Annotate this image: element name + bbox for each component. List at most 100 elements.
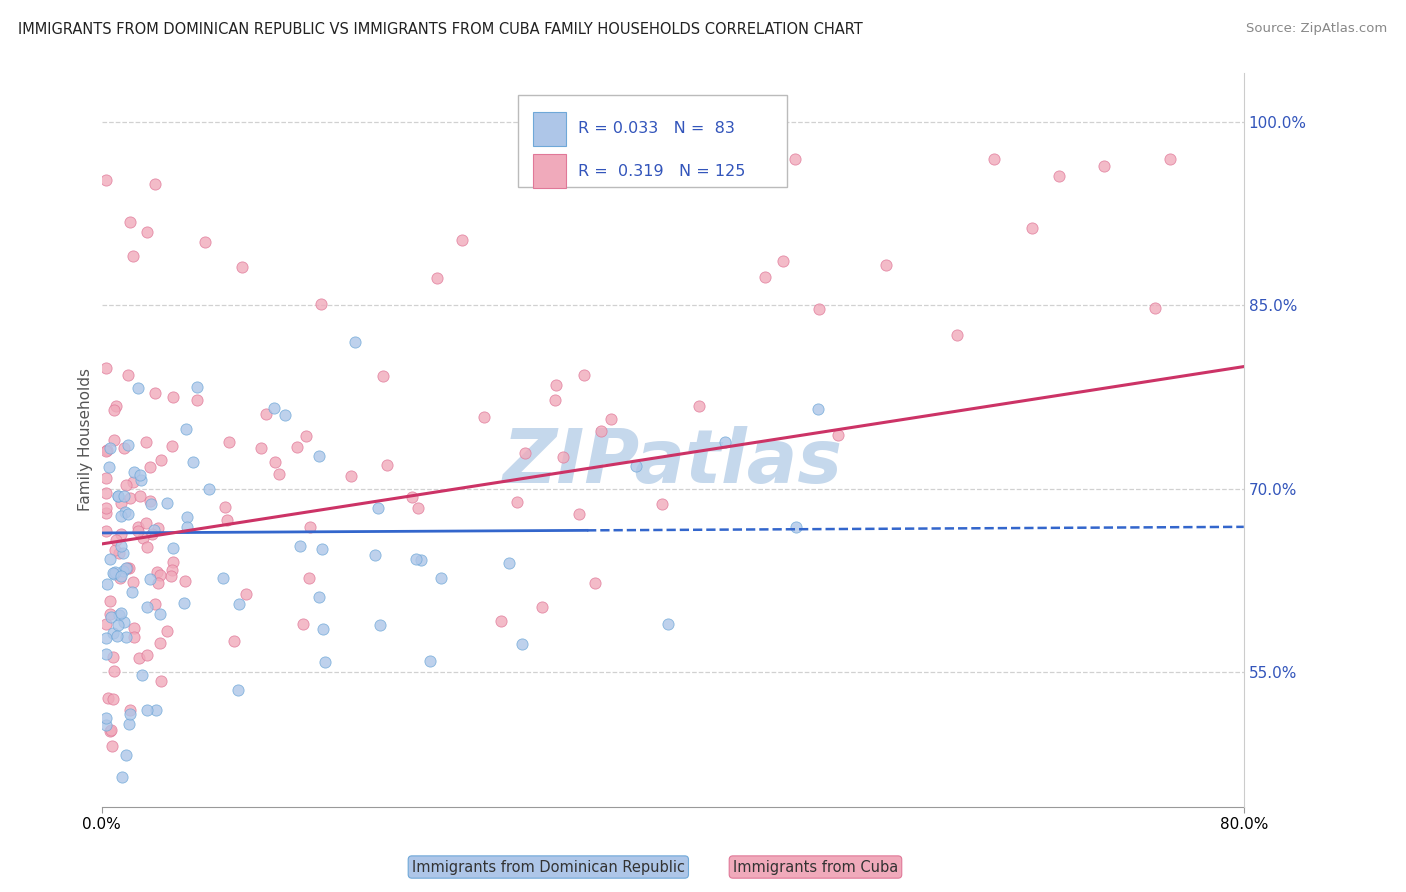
- Point: [583, 575, 606, 590]
- Point: [105, 629, 128, 643]
- Point: [124, 465, 146, 479]
- Text: ZIPatlas: ZIPatlas: [503, 425, 842, 499]
- Point: [688, 399, 710, 413]
- Point: [115, 477, 138, 491]
- Point: [103, 665, 125, 679]
- Point: [145, 702, 167, 716]
- Point: [754, 269, 776, 284]
- Point: [135, 225, 157, 239]
- Point: [250, 441, 273, 455]
- Point: [101, 739, 124, 753]
- Point: [510, 637, 533, 651]
- Point: [136, 648, 159, 663]
- Point: [136, 540, 159, 554]
- Point: [297, 571, 319, 585]
- Point: [139, 494, 162, 508]
- Point: [101, 691, 124, 706]
- Point: [551, 450, 574, 465]
- Point: [100, 723, 122, 738]
- Point: [107, 618, 129, 632]
- Point: [107, 608, 129, 623]
- Point: [531, 599, 554, 614]
- Point: [364, 548, 387, 562]
- Point: [114, 505, 136, 519]
- Point: [121, 475, 143, 489]
- Point: [162, 391, 184, 405]
- Point: [96, 443, 118, 458]
- Point: [103, 433, 125, 447]
- Point: [94, 524, 117, 538]
- Point: [122, 630, 145, 644]
- Point: [94, 360, 117, 375]
- Point: [94, 616, 117, 631]
- Point: [186, 392, 208, 407]
- Point: [174, 422, 197, 436]
- Point: [295, 429, 318, 443]
- Point: [1159, 152, 1181, 166]
- Point: [311, 541, 333, 556]
- Point: [401, 491, 423, 505]
- Point: [827, 428, 849, 442]
- Point: [132, 531, 155, 545]
- Point: [142, 523, 165, 537]
- Point: [98, 594, 121, 608]
- Point: [135, 516, 157, 530]
- Point: [149, 607, 172, 621]
- Point: [128, 468, 150, 483]
- Point: [143, 597, 166, 611]
- Point: [785, 519, 807, 533]
- Point: [218, 435, 240, 450]
- Point: [110, 508, 132, 523]
- Point: [120, 491, 142, 506]
- Point: [657, 616, 679, 631]
- Point: [112, 615, 135, 629]
- Point: [368, 618, 391, 632]
- Point: [100, 607, 122, 622]
- Point: [714, 434, 737, 449]
- Y-axis label: Family Households: Family Households: [79, 368, 93, 511]
- Point: [115, 630, 138, 644]
- Point: [426, 271, 449, 285]
- Text: R = 0.033   N =  83: R = 0.033 N = 83: [578, 121, 735, 136]
- Point: [112, 546, 135, 560]
- Point: [983, 152, 1005, 166]
- Point: [228, 598, 250, 612]
- Point: [340, 469, 363, 483]
- Point: [107, 489, 129, 503]
- Point: [94, 486, 117, 500]
- Point: [122, 622, 145, 636]
- Point: [114, 561, 136, 575]
- Point: [103, 650, 125, 665]
- Point: [94, 471, 117, 485]
- Point: [311, 622, 333, 636]
- Point: [108, 571, 131, 585]
- Point: [217, 512, 239, 526]
- Point: [145, 566, 167, 580]
- Point: [298, 520, 321, 534]
- Point: [128, 651, 150, 665]
- Point: [375, 458, 398, 472]
- Point: [543, 392, 565, 407]
- Text: Immigrants from Cuba: Immigrants from Cuba: [733, 860, 898, 874]
- Point: [110, 527, 132, 541]
- Point: [285, 440, 308, 454]
- Point: [94, 631, 117, 645]
- Point: [118, 707, 141, 722]
- Point: [136, 599, 159, 614]
- Point: [308, 591, 330, 605]
- Point: [155, 496, 177, 510]
- Point: [409, 553, 432, 567]
- Point: [600, 411, 623, 425]
- Point: [288, 539, 311, 553]
- Point: [808, 301, 831, 316]
- Point: [772, 254, 794, 268]
- Point: [121, 574, 143, 589]
- Point: [373, 369, 395, 384]
- Point: [197, 482, 219, 496]
- Point: [118, 717, 141, 731]
- Point: [98, 552, 121, 566]
- Point: [226, 682, 249, 697]
- Point: [156, 624, 179, 639]
- Point: [94, 501, 117, 516]
- Text: Immigrants from Dominican Republic: Immigrants from Dominican Republic: [412, 860, 685, 874]
